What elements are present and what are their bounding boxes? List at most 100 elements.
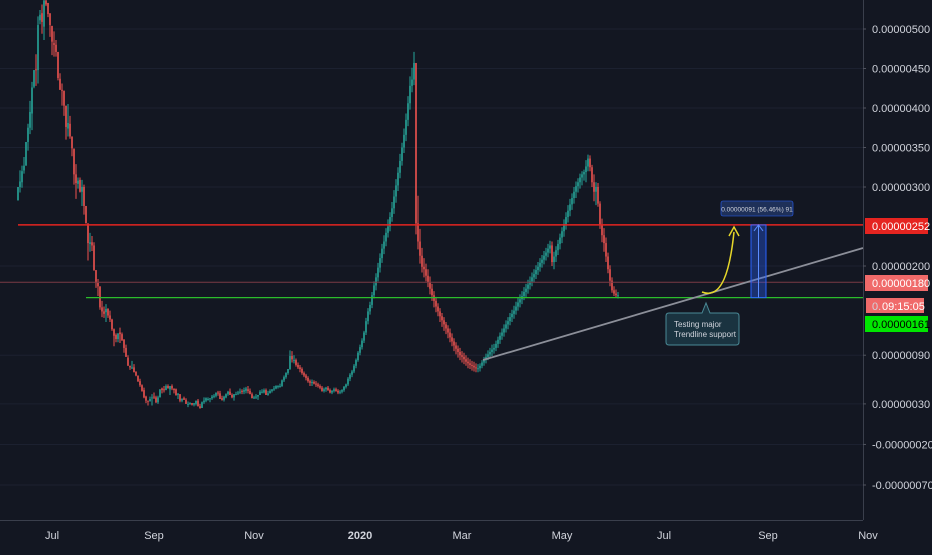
candle-body	[617, 295, 619, 297]
candle	[265, 388, 267, 395]
candle	[87, 223, 89, 261]
candle-body	[247, 389, 249, 391]
x-tick-label: Nov	[244, 530, 264, 542]
candle	[59, 73, 61, 90]
candle-body	[181, 399, 183, 401]
price-tag-bg	[865, 275, 928, 291]
candle-body	[127, 357, 129, 366]
candle	[145, 395, 147, 404]
candle	[357, 351, 359, 362]
candle	[253, 395, 255, 400]
candle-body	[549, 245, 551, 249]
candle-body	[65, 105, 67, 127]
candle	[111, 318, 113, 331]
candle	[465, 355, 467, 366]
y-axis[interactable]: 0.00000500 0.00000450 0.00000400 0.00000350…	[863, 24, 932, 492]
candle-body	[477, 368, 479, 370]
candle	[591, 164, 593, 187]
candle	[43, 0, 45, 41]
candle-body	[359, 347, 361, 353]
candle-body	[369, 304, 371, 312]
candle	[575, 181, 577, 199]
candle	[263, 388, 265, 394]
candle	[131, 360, 133, 370]
candle	[385, 228, 387, 247]
candle	[417, 195, 419, 250]
candle-body	[243, 390, 245, 392]
candle	[293, 355, 295, 364]
candle-body	[97, 283, 99, 287]
candle-body	[125, 347, 127, 357]
candle-body	[219, 393, 221, 400]
candle	[259, 390, 261, 395]
x-tick-label: Sep	[144, 530, 164, 542]
candle-body	[535, 270, 537, 275]
candle	[61, 83, 63, 106]
candle	[225, 393, 227, 399]
candle-body	[179, 394, 181, 401]
candle	[109, 310, 111, 322]
candle	[393, 190, 395, 214]
candle	[315, 381, 317, 387]
candle	[433, 291, 435, 308]
candle	[221, 395, 223, 401]
candle	[209, 398, 211, 403]
candle-body	[249, 390, 251, 395]
x-axis[interactable]: Jul Sep Nov 2020 Mar May Jul Sep Nov	[45, 530, 878, 542]
candle-body	[73, 149, 75, 175]
candle	[67, 104, 69, 137]
candle	[477, 364, 479, 373]
candle	[427, 269, 429, 288]
candle-body	[473, 365, 475, 368]
candle	[553, 251, 555, 270]
candle-body	[421, 255, 423, 267]
candle-body	[55, 44, 57, 52]
candle-body	[69, 123, 71, 137]
candle	[561, 227, 563, 244]
candle-body	[37, 25, 39, 71]
candle	[525, 283, 527, 297]
candle-body	[211, 396, 213, 399]
candle-body	[571, 198, 573, 205]
candle	[321, 386, 323, 392]
candle-body	[381, 248, 383, 259]
candle	[353, 364, 355, 374]
candle	[159, 389, 161, 398]
candle	[65, 105, 67, 140]
candle-body	[515, 306, 517, 311]
candle-body	[163, 389, 165, 391]
candle-body	[295, 360, 297, 365]
candle-body	[137, 375, 139, 382]
candle	[313, 380, 315, 385]
price-tag-text: 0.00000161	[872, 319, 930, 331]
candle-body	[595, 187, 597, 192]
candle-body	[551, 245, 553, 263]
candle	[467, 357, 469, 369]
candle	[505, 320, 507, 333]
candle	[19, 170, 21, 193]
candle-body	[603, 235, 605, 244]
candle-body	[17, 187, 19, 201]
candle	[201, 401, 203, 408]
candle-body	[475, 367, 477, 369]
candle-body	[145, 396, 147, 401]
trendline[interactable]	[482, 247, 864, 361]
price-tag-bg	[865, 218, 928, 234]
candle	[289, 350, 291, 370]
candle	[235, 391, 237, 396]
price-tag-bg	[865, 316, 928, 332]
candle	[339, 390, 341, 395]
projection-arrow[interactable]	[701, 231, 735, 295]
candle	[275, 385, 277, 390]
candle	[541, 254, 543, 268]
candle-body	[563, 224, 565, 232]
candle-body	[135, 371, 137, 376]
candle	[595, 182, 597, 206]
candle	[495, 340, 497, 352]
candle	[283, 375, 285, 382]
candle	[335, 387, 337, 392]
candle-body	[525, 288, 527, 292]
